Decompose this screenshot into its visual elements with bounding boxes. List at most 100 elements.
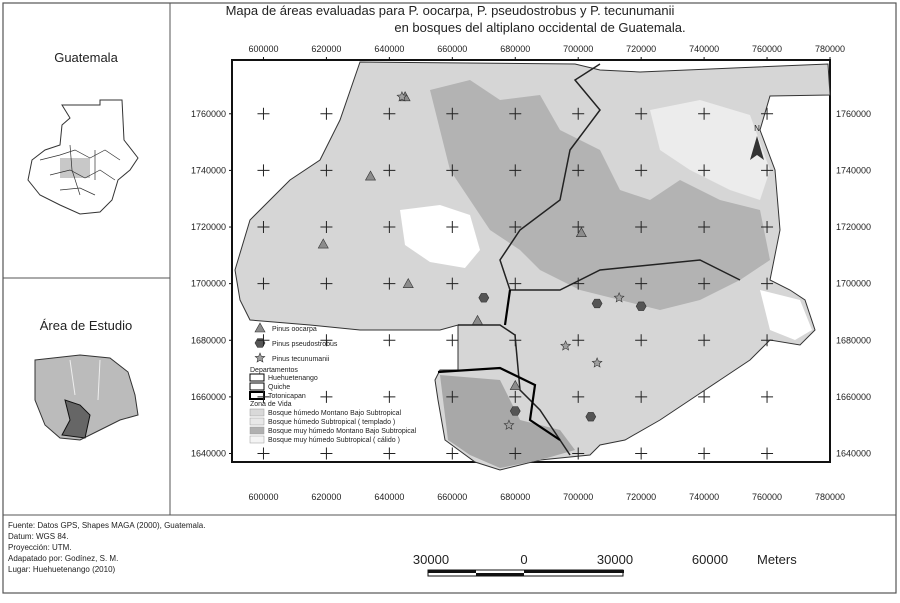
grid-cross <box>698 107 711 120</box>
y-tick-label: 1680000 <box>191 335 226 345</box>
grid-cross <box>257 107 270 120</box>
grid-cross <box>698 334 711 347</box>
grid-cross <box>320 221 333 234</box>
legend-label: Bosque muy húmedo Subtropical ( cálido ) <box>268 437 400 444</box>
y-tick-label: 1760000 <box>191 109 226 119</box>
region <box>650 100 770 200</box>
legend-heading: Departamentos <box>250 367 298 374</box>
grid-cross <box>446 107 459 120</box>
x-tick-label: 680000 <box>500 44 530 54</box>
legend-label: Bosque muy húmedo Montano Bajo Subtropic… <box>268 428 417 435</box>
x-tick-label: 600000 <box>248 44 278 54</box>
grid-cross <box>572 447 585 460</box>
grid-cross <box>698 447 711 460</box>
grid-cross <box>509 107 522 120</box>
scale-label: 0 <box>520 552 527 567</box>
grid-cross <box>257 277 270 290</box>
grid-cross <box>635 447 648 460</box>
legend-label: Huehuetenango <box>268 375 318 382</box>
grid-cross <box>509 221 522 234</box>
y-tick-label: 1700000 <box>836 279 871 289</box>
study-outline <box>34 354 139 441</box>
grid-cross <box>698 277 711 290</box>
north-arrow: N <box>750 124 764 160</box>
grid-cross <box>446 390 459 403</box>
legend-label: Pinus tecunumanii <box>272 356 330 363</box>
grid-cross <box>320 107 333 120</box>
region <box>760 290 812 340</box>
site-point <box>478 293 490 303</box>
grid-cross <box>572 334 585 347</box>
x-tick-label: 660000 <box>437 44 467 54</box>
legend-swatch <box>249 426 265 435</box>
region <box>430 80 770 310</box>
y-tick-label: 1740000 <box>836 165 871 175</box>
department-boundary <box>437 289 561 441</box>
legend-symbol <box>254 322 266 333</box>
legend-swatch <box>249 417 265 426</box>
x-tick-label: 620000 <box>311 44 341 54</box>
grid-cross <box>383 447 396 460</box>
grid-cross <box>320 164 333 177</box>
y-tick-label: 1720000 <box>836 222 871 232</box>
grid-cross <box>257 334 270 347</box>
country-outline <box>27 99 139 215</box>
grid-cross <box>446 334 459 347</box>
y-tick-label: 1700000 <box>191 279 226 289</box>
legend: Pinus oocarpa Pinus pseudostrobus Pinus te… <box>249 322 417 444</box>
grid-cross <box>257 447 270 460</box>
scale-label: 60000 <box>692 552 728 567</box>
grid-cross <box>698 390 711 403</box>
site-point <box>509 406 521 416</box>
scale-bar-segment <box>476 573 524 576</box>
site-point <box>317 238 329 249</box>
grid-cross <box>572 277 585 290</box>
grid-cross <box>572 221 585 234</box>
grid-cross <box>761 277 774 290</box>
site-point <box>575 227 587 237</box>
site-point <box>560 340 572 351</box>
scale-label: 30000 <box>413 552 449 567</box>
site-point <box>364 170 376 181</box>
x-tick-label: 720000 <box>626 44 656 54</box>
scale-bar-segment <box>524 570 624 573</box>
legend-swatch <box>249 391 265 400</box>
grid-cross <box>572 164 585 177</box>
x-tick-label: 600000 <box>248 492 278 502</box>
y-tick-label: 1760000 <box>836 109 871 119</box>
footer-line: Fuente: Datos GPS, Shapes MAGA (2000), G… <box>8 521 205 530</box>
x-tick-label: 720000 <box>626 492 656 502</box>
y-tick-label: 1640000 <box>836 449 871 459</box>
x-tick-label: 760000 <box>752 44 782 54</box>
grid-cross <box>257 164 270 177</box>
grid-cross <box>635 164 648 177</box>
grid-cross <box>761 390 774 403</box>
x-tick-label: 740000 <box>689 492 719 502</box>
landmass <box>234 61 831 471</box>
grid-cross <box>509 447 522 460</box>
grid-cross <box>509 390 522 403</box>
x-tick-label: 780000 <box>815 44 845 54</box>
footer-line: Proyección: UTM. <box>8 543 72 552</box>
region <box>440 375 575 468</box>
grid-cross <box>320 447 333 460</box>
x-tick-label: 760000 <box>752 492 782 502</box>
site-point <box>402 278 414 288</box>
y-tick-label: 1680000 <box>836 335 871 345</box>
site-point <box>591 298 603 309</box>
grid-cross <box>446 164 459 177</box>
grid-cross <box>446 447 459 460</box>
inset-label: Área de Estudio <box>40 318 133 333</box>
grid-cross <box>761 221 774 234</box>
legend-label: Quiche <box>268 384 290 391</box>
grid-cross <box>635 277 648 290</box>
grid-cross <box>635 390 648 403</box>
legend-swatch <box>249 373 265 382</box>
site-point <box>396 91 408 102</box>
legend-heading: Zona de Vida <box>250 401 292 408</box>
grid-cross <box>446 277 459 290</box>
grid-cross <box>509 277 522 290</box>
x-tick-label: 680000 <box>500 492 530 502</box>
site-point <box>471 314 484 325</box>
site-point <box>635 301 647 311</box>
